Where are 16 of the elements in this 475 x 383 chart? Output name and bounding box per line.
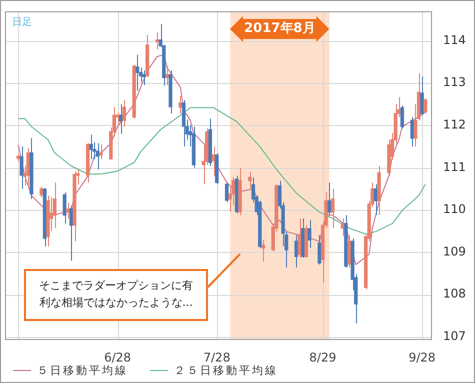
x-tick-label: 7/28: [203, 350, 230, 364]
y-tick-label: 114: [443, 32, 466, 47]
x-tick-label: 6/28: [104, 350, 132, 364]
y-tick-label: 108: [443, 286, 466, 301]
y-tick-label: 110: [443, 202, 466, 216]
legend-label: ２５日移動平均線: [174, 363, 278, 378]
y-tick-label: 112: [443, 118, 466, 132]
y-tick-label: 111: [443, 160, 466, 174]
x-tick-label: 8/29: [309, 350, 336, 364]
annotation: 日足: [12, 16, 32, 30]
y-tick-label: 113: [443, 75, 466, 90]
y-tick-label: 107: [443, 329, 466, 344]
legend-label: ５日移動平均線: [37, 363, 128, 378]
y-tick-label: 109: [443, 244, 466, 258]
annotation: そこまでラダーオプションに有利な相場ではなかったような...: [24, 269, 208, 321]
x-tick-label: 9/28: [408, 350, 436, 364]
